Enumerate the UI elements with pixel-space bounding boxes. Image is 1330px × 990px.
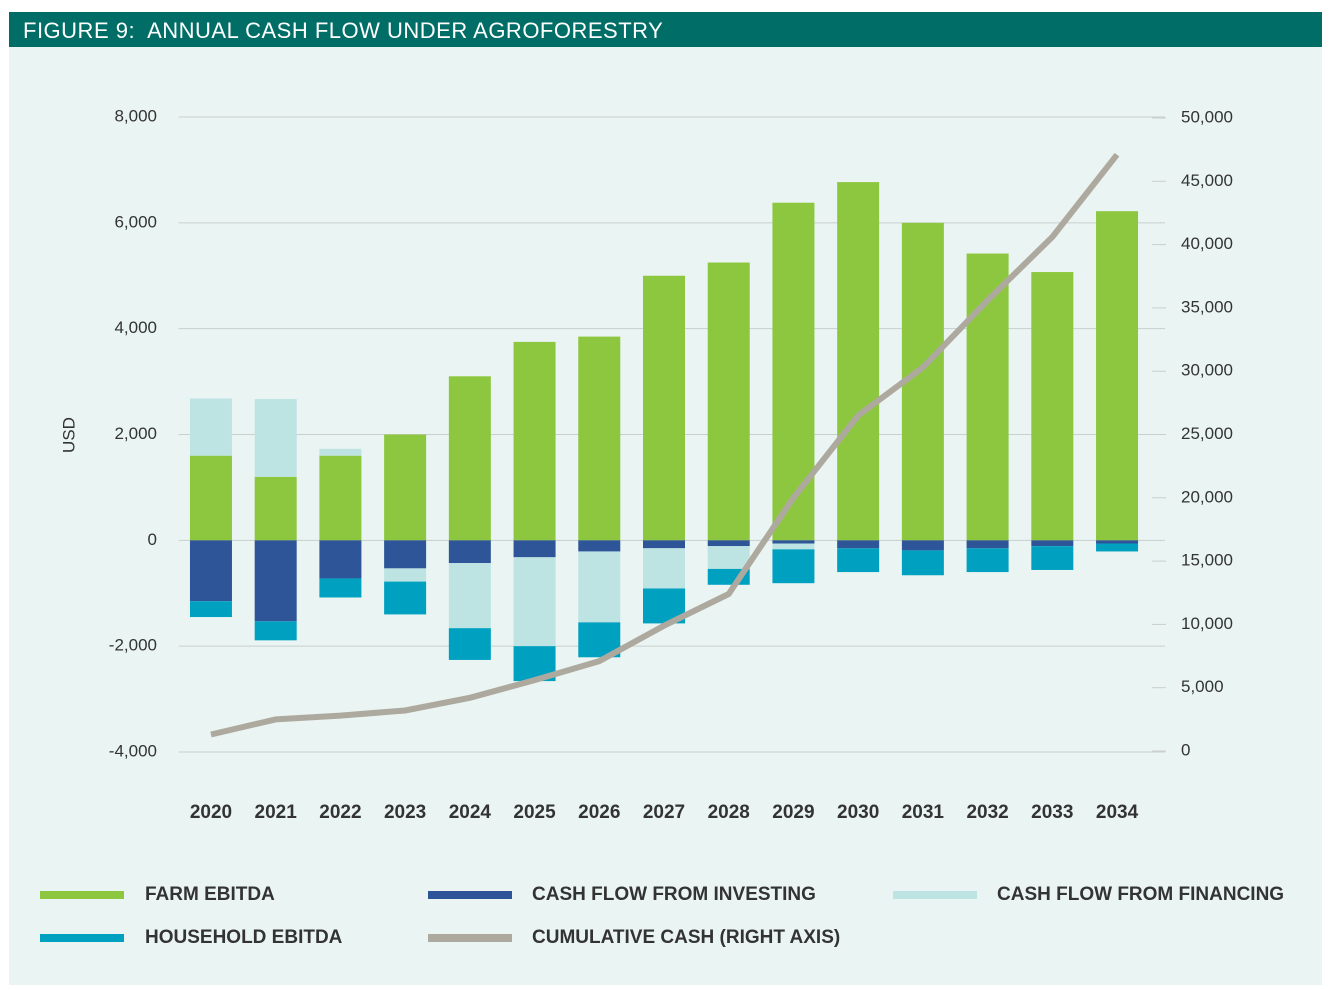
bar-segment: [448, 540, 491, 564]
bar-segment: [643, 275, 685, 541]
y-tick-label: 8,000: [114, 106, 157, 125]
bar-segment: [643, 548, 685, 589]
bar-segment: [966, 540, 1009, 549]
bar-segment: [1031, 272, 1074, 541]
y2-tick-label: 35,000: [1181, 297, 1233, 316]
bar-segment: [189, 455, 232, 541]
x-tick-label: 2022: [319, 802, 361, 823]
bar-segment: [384, 568, 427, 582]
legend-label: CUMULATIVE CASH (RIGHT AXIS): [532, 927, 840, 948]
bar-segment: [319, 455, 362, 541]
y-tick-label: 2,000: [114, 424, 157, 443]
y2-tick-label: 5,000: [1181, 677, 1224, 696]
bar-segment: [643, 540, 685, 549]
bar-segment: [384, 434, 427, 541]
x-tick-label: 2026: [578, 802, 620, 823]
bar-segment: [837, 182, 880, 541]
x-tick-label: 2034: [1096, 802, 1139, 823]
y2-tick-label: 20,000: [1181, 487, 1233, 506]
bar-segment: [837, 548, 880, 573]
legend-swatch: [893, 891, 977, 899]
bar-segment: [578, 540, 621, 552]
bar-segment: [513, 540, 556, 558]
bar-segment: [772, 540, 815, 544]
y2-tick-label: 10,000: [1181, 614, 1233, 633]
legend-swatch: [428, 891, 512, 899]
y2-tick-label: 30,000: [1181, 361, 1233, 380]
bar-segment: [189, 398, 232, 456]
bar-segment: [901, 550, 944, 576]
bar-segment: [384, 581, 427, 615]
bar-segment: [578, 336, 621, 541]
x-tick-label: 2028: [708, 802, 750, 823]
bar-segment: [837, 540, 880, 549]
legend-swatch: [40, 934, 124, 942]
legend-swatch: [40, 891, 124, 899]
bar-segment: [319, 578, 362, 598]
bar-segment: [513, 341, 556, 541]
y-tick-label: -4,000: [109, 741, 157, 760]
x-tick-label: 2029: [772, 802, 814, 823]
legend-label: CASH FLOW FROM INVESTING: [532, 884, 816, 905]
x-tick-label: 2025: [513, 802, 556, 823]
x-tick-label: 2033: [1031, 802, 1073, 823]
legend-label: FARM EBITDA: [145, 884, 275, 905]
bar-segment: [1031, 540, 1074, 547]
x-tick-label: 2031: [902, 802, 945, 823]
bar-segment: [448, 376, 491, 541]
chart-title: FIGURE 9: ANNUAL CASH FLOW UNDER AGROFOR…: [23, 18, 664, 43]
bar-segment: [966, 548, 1009, 573]
x-tick-label: 2024: [449, 802, 492, 823]
y2-tick-label: 40,000: [1181, 234, 1233, 253]
x-tick-label: 2023: [384, 802, 426, 823]
bar-segment: [1096, 543, 1139, 552]
x-tick-label: 2027: [643, 802, 685, 823]
y2-tick-label: 45,000: [1181, 171, 1233, 190]
bar-segment: [254, 476, 297, 541]
bar-segment: [1096, 211, 1139, 541]
header-bar: FIGURE 9: ANNUAL CASH FLOW UNDER AGROFOR…: [9, 12, 1322, 47]
x-tick-label: 2021: [255, 802, 298, 823]
bar-segment: [189, 540, 232, 602]
bar-segment: [254, 621, 297, 641]
bar-segment: [707, 262, 750, 541]
y-tick-label: 4,000: [114, 318, 157, 337]
bar-segment: [578, 551, 621, 623]
bar-segment: [772, 202, 815, 541]
bar-segment: [513, 557, 556, 647]
bar-segment: [772, 549, 815, 584]
y-tick-label: 0: [148, 530, 157, 549]
y2-tick-label: 25,000: [1181, 424, 1233, 443]
bar-segment: [319, 448, 362, 456]
bar-segment: [707, 540, 750, 547]
y-tick-label: -2,000: [109, 636, 157, 655]
bar-segment: [448, 563, 491, 629]
bar-segment: [254, 399, 297, 477]
x-tick-label: 2020: [190, 802, 232, 823]
bar-segment: [448, 628, 491, 660]
bar-segment: [901, 222, 944, 541]
legend-swatch: [428, 934, 512, 942]
y2-tick-label: 0: [1181, 740, 1190, 759]
bar-segment: [384, 540, 427, 569]
bar-segment: [254, 540, 297, 622]
y2-tick-label: 15,000: [1181, 551, 1233, 570]
bar-segment: [189, 601, 232, 618]
line-series: [210, 152, 1120, 738]
bar-segment: [707, 546, 750, 569]
x-tick-label: 2032: [966, 802, 1008, 823]
bar-segment: [901, 540, 944, 551]
bar-segment: [772, 543, 815, 550]
y2-tick-label: 50,000: [1181, 107, 1233, 126]
bar-segment: [1031, 546, 1074, 570]
y-axis-label: USD: [59, 417, 78, 453]
bar-segment: [319, 540, 362, 579]
x-tick-label: 2030: [837, 802, 879, 823]
y-tick-label: 6,000: [114, 212, 157, 231]
legend-label: HOUSEHOLD EBITDA: [145, 927, 343, 948]
legend-label: CASH FLOW FROM FINANCING: [997, 884, 1284, 905]
bar-segment: [1096, 540, 1139, 544]
